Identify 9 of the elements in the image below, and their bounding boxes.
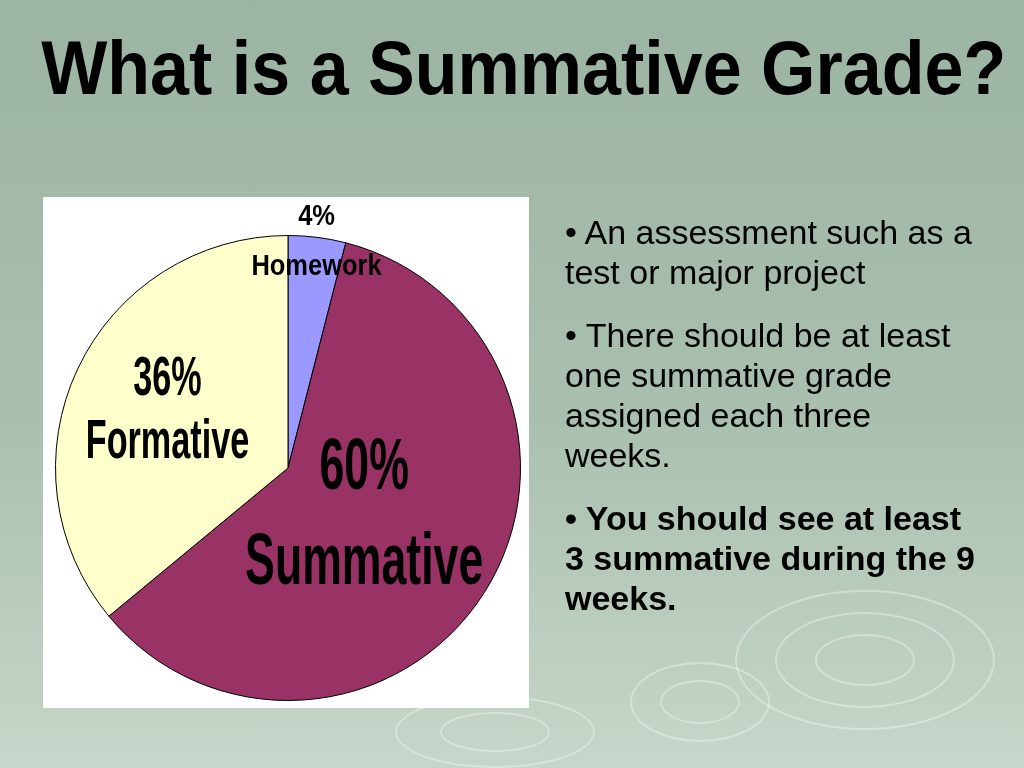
text: • You should see at least 3 summative during the 9 weeks. [565, 498, 976, 618]
text: • There should be at least one summative grade assigned each three weeks. [565, 315, 952, 475]
slice-label: Formative [85, 407, 250, 471]
text: • An assessment such as a test or major project [565, 212, 973, 292]
slice-label: Summative [245, 518, 484, 600]
data-label: 36% [133, 344, 202, 407]
data-label: 60% [319, 423, 409, 505]
chart-title: What is a Summative Grade? [41, 25, 1007, 110]
data-label: 4% [298, 198, 336, 232]
